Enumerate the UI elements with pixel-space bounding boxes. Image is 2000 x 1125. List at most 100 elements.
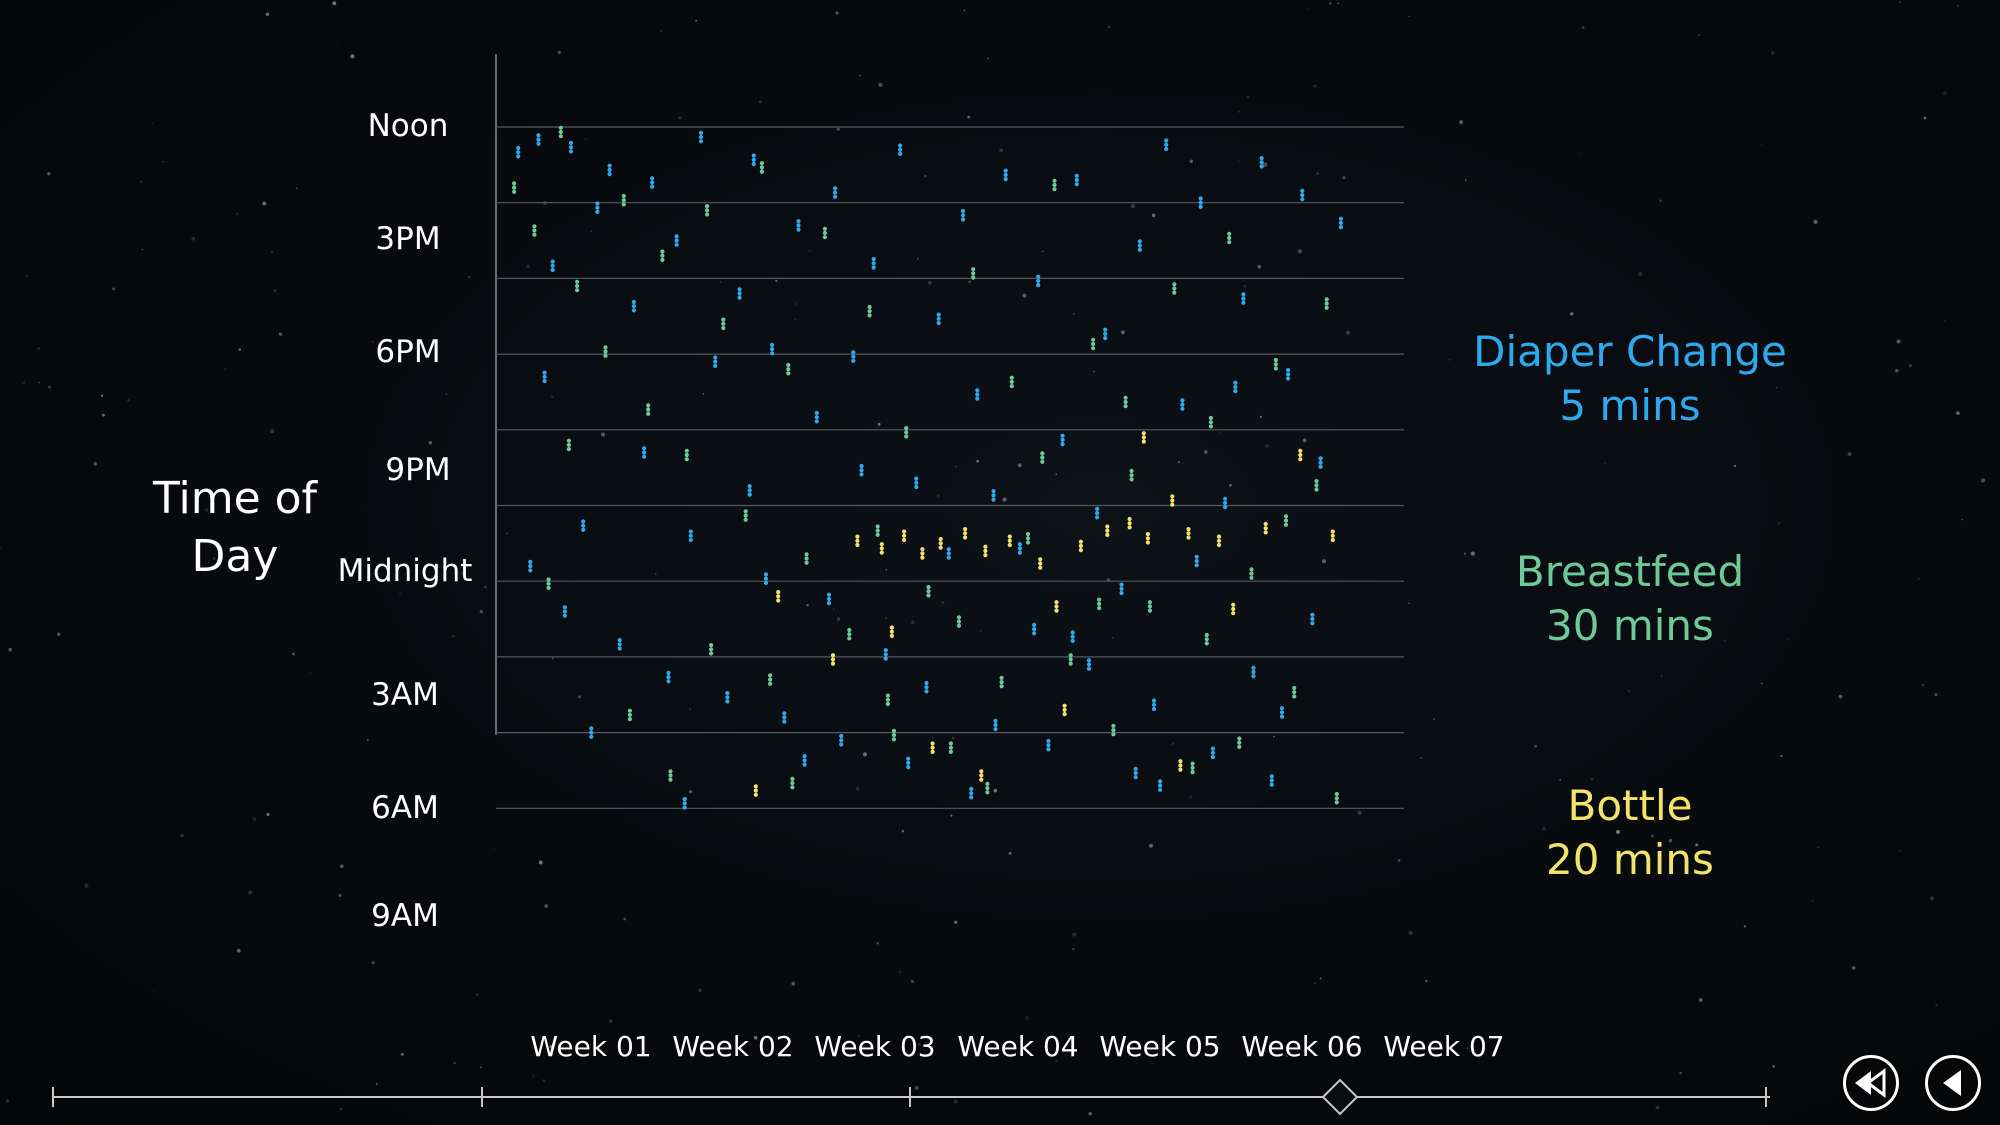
rewind-icon [1855,1068,1886,1098]
star [1316,171,1320,176]
data-point [1286,368,1291,381]
presentation-timeline[interactable] [0,1070,2000,1125]
star [623,917,627,921]
data-point [924,680,929,694]
data-point [914,476,919,490]
timeline-scrubber-handle[interactable] [1321,1078,1359,1116]
star [1238,159,1240,162]
star [953,1099,958,1104]
legend-item-diaper-change: Diaper Change 5 mins [1440,325,1820,433]
data-point [804,552,809,565]
star [0,546,2,550]
data-point [753,784,758,797]
star [1711,566,1715,571]
data-point [763,572,769,586]
star [1272,735,1275,738]
star [350,54,355,59]
data-point [751,153,756,167]
star [993,788,998,793]
data-point [1292,685,1297,699]
data-point [743,509,748,522]
star [551,657,554,660]
star [654,573,657,575]
data-point [642,446,647,459]
y-tick-label: 6PM [375,334,441,370]
star [758,100,762,104]
star [775,279,778,282]
star [1580,152,1582,155]
data-point [684,448,689,462]
data-point [1227,231,1232,245]
data-point [1123,395,1128,409]
star [1246,95,1250,99]
star [1780,754,1783,758]
data-point [796,219,801,232]
star [224,368,227,370]
star [1151,213,1156,218]
data-point [1170,494,1175,507]
star [5,1099,10,1103]
data-point [532,224,537,237]
star [295,187,298,190]
data-point [1334,791,1339,805]
star [544,904,548,908]
star [100,394,104,397]
data-point [936,312,941,326]
star [963,9,966,12]
star [339,1107,343,1111]
star [1591,778,1593,780]
star [252,817,257,822]
star [910,620,915,625]
star [266,812,270,816]
star [1922,684,1925,687]
star [1319,977,1322,980]
star [1302,438,1307,443]
data-point [568,140,574,154]
star [451,634,455,638]
star [1177,461,1180,464]
star [339,864,344,869]
star [1542,826,1546,831]
previous-slide-button[interactable] [1925,1055,1981,1111]
data-point [1147,600,1152,613]
data-point [603,345,608,358]
legend-duration: 20 mins [1546,835,1714,884]
star [794,318,796,320]
star [917,1042,922,1046]
star [21,381,26,385]
data-point [963,527,968,540]
star [877,422,881,426]
data-point [889,625,895,639]
star [986,57,990,60]
star [1956,411,1960,415]
star [460,570,465,576]
star [1659,199,1662,202]
x-tick-label: Week 07 [1383,1030,1505,1063]
star [1813,219,1818,224]
data-point [1095,506,1100,520]
y-tick-label: 3AM [371,677,439,713]
x-tick-label: Week 05 [1099,1030,1221,1063]
star [1449,359,1451,361]
star [1770,51,1775,55]
data-point [1237,736,1242,750]
legend-label: Bottle [1567,781,1693,830]
star [1008,851,1012,855]
rewind-button[interactable] [1843,1055,1899,1111]
star [1961,519,1963,521]
data-point [1190,761,1195,775]
star [927,280,932,285]
data-point [1137,239,1142,252]
data-point [1172,282,1177,295]
data-point [875,524,880,538]
star [999,148,1004,153]
data-point [930,741,935,755]
star [239,497,244,502]
star [950,814,953,817]
data-point [709,643,714,656]
star [898,970,902,974]
data-point [1129,468,1134,482]
star [578,695,582,699]
data-point [1151,698,1157,712]
legend-item-bottle: Bottle 20 mins [1440,779,1820,887]
